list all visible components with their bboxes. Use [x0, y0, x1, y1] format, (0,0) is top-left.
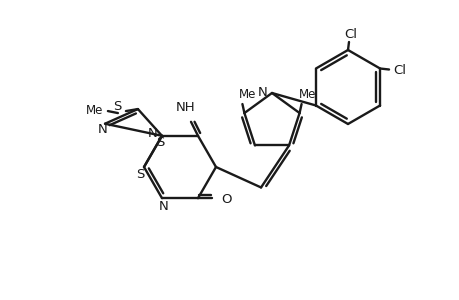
Text: Cl: Cl [393, 64, 406, 77]
Text: Me: Me [298, 88, 316, 100]
Text: Cl: Cl [344, 28, 357, 40]
Text: N: N [159, 200, 168, 213]
Text: O: O [221, 193, 232, 206]
Text: S: S [112, 100, 121, 112]
Text: N: N [257, 85, 267, 98]
Text: Me: Me [238, 88, 256, 100]
Text: S: S [156, 136, 164, 149]
Text: Me: Me [86, 103, 103, 117]
Text: N: N [98, 123, 108, 136]
Text: N: N [148, 127, 157, 140]
Text: NH: NH [176, 101, 196, 114]
Text: S: S [135, 167, 144, 181]
